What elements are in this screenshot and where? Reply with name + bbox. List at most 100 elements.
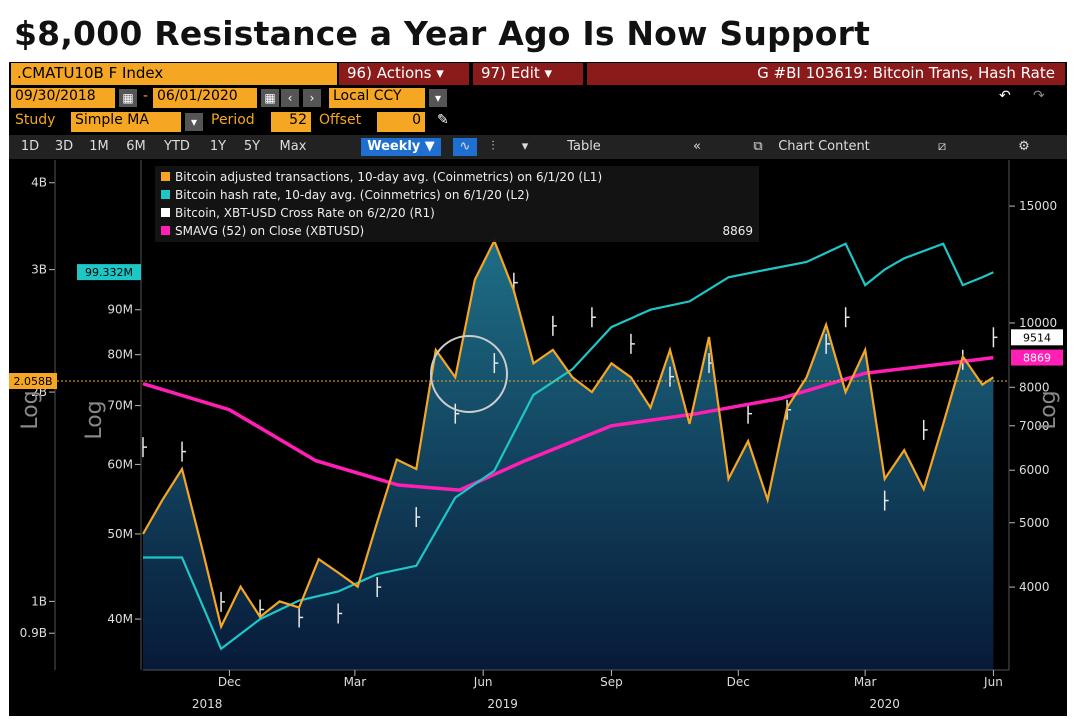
range-1m[interactable]: 1M	[89, 139, 109, 154]
date-dash: -	[143, 88, 149, 104]
offset-field[interactable]: 0	[377, 112, 425, 132]
toolbar-row-1: .CMATU10B F Index 96) Actions ▾ 97) Edit…	[9, 62, 1067, 86]
axes: 4B3B2B1B0.9B90M80M70M60M50M40M1500010000…	[9, 160, 1063, 711]
offset-label: Offset	[319, 112, 362, 128]
frequency-select[interactable]: Weekly ▼	[361, 138, 441, 156]
x-axis-year-label: 2018	[192, 697, 223, 711]
price-value-tag: 9514	[1023, 331, 1051, 344]
actions-menu[interactable]: 96) Actions ▾	[339, 63, 469, 85]
chart-canvas: 4B3B2B1B0.9B90M80M70M60M50M40M1500010000…	[9, 160, 1063, 711]
study-select[interactable]: Simple MA	[71, 112, 181, 132]
left-axis-tick-label: 1B	[31, 594, 47, 608]
range-5y[interactable]: 5Y	[243, 139, 261, 154]
hash-rate-value-tag-box	[77, 264, 141, 281]
mid-axis-tick-label: 40M	[107, 612, 133, 626]
calendar-icon[interactable]: ▦	[119, 89, 137, 107]
table-button[interactable]: Table	[567, 139, 601, 154]
right-axis-tick-label: 8000	[1019, 380, 1050, 394]
line-chart-icon[interactable]: ∿	[453, 138, 477, 156]
edit-chart-icon[interactable]: ⧄	[937, 139, 947, 154]
x-axis-tick-label: Jun	[983, 675, 1003, 689]
left-axis-tick-label: 3B	[31, 263, 47, 277]
legend-entry: Bitcoin hash rate, 10-day avg. (Coinmetr…	[175, 188, 529, 202]
range-max[interactable]: Max	[279, 139, 307, 154]
legend-entry: Bitcoin, XBT-USD Cross Rate on 6/2/20 (R…	[175, 206, 435, 220]
left-axis-title: Log	[18, 390, 43, 429]
hash-rate-line	[143, 242, 994, 651]
mid-axis-tick-label: 80M	[107, 348, 133, 362]
price-value-tag-box	[1011, 329, 1063, 346]
highlight-circle	[430, 335, 508, 413]
undo-icon[interactable]: ↶	[999, 88, 1011, 104]
collapse-icon[interactable]: «	[693, 139, 701, 154]
range-3d[interactable]: 3D	[54, 139, 74, 154]
range-ytd[interactable]: YTD	[164, 139, 190, 154]
x-axis-year-label: 2019	[487, 697, 518, 711]
date-from-field[interactable]: 09/30/2018	[11, 88, 115, 108]
right-axis-tick-label: 10000	[1019, 316, 1057, 330]
chevron-down-icon[interactable]: ▾	[521, 139, 529, 154]
study-label: Study	[15, 112, 56, 128]
legend-swatch	[161, 208, 170, 217]
x-axis-tick-label: Mar	[344, 675, 367, 689]
right-axis-title: Log	[1036, 390, 1061, 429]
sma-value-tag: 8869	[1023, 352, 1051, 365]
range-6m[interactable]: 6M	[126, 139, 146, 154]
chart-content-button[interactable]: Chart Content	[778, 139, 870, 154]
mid-axis-title: Log	[82, 400, 107, 439]
headline: $8,000 Resistance a Year Ago Is Now Supp…	[14, 14, 871, 53]
range-1d[interactable]: 1D	[20, 139, 40, 154]
bloomberg-terminal: .CMATU10B F Index 96) Actions ▾ 97) Edit…	[9, 62, 1067, 716]
range-1y[interactable]: 1Y	[209, 139, 227, 154]
right-axis-tick-label: 7000	[1019, 419, 1050, 433]
hash-rate-value-tag: 99.332M	[85, 266, 133, 279]
legend-box	[155, 166, 759, 242]
legend-entry: SMAVG (52) on Close (XBTUSD)	[175, 224, 364, 238]
chevron-down-icon[interactable]: ▾	[185, 113, 203, 131]
sma-value-tag-box	[1011, 349, 1063, 366]
right-axis-tick-label: 5000	[1019, 516, 1050, 530]
legend-swatch	[161, 172, 170, 181]
period-label: Period	[211, 112, 255, 128]
legend-swatch	[161, 190, 170, 199]
right-axis-tick-label: 15000	[1019, 199, 1057, 213]
graph-title: G #BI 103619: Bitcoin Trans, Hash Rate	[587, 63, 1065, 85]
legend-entry: Bitcoin adjusted transactions, 10-day av…	[175, 170, 602, 184]
period-field[interactable]: 52	[271, 112, 311, 132]
sma-line	[142, 355, 994, 492]
mid-axis-tick-label: 60M	[107, 457, 133, 471]
x-axis-tick-label: Mar	[854, 675, 877, 689]
bar-chart-icon[interactable]: ⫶	[491, 139, 495, 154]
redo-icon[interactable]: ↷	[1033, 88, 1045, 104]
toolbar-row-3: Study Simple MA ▾ Period 52 Offset 0 ✎	[9, 112, 1067, 134]
chart-content-icon[interactable]: ⧉	[753, 139, 763, 154]
legend-swatch	[161, 226, 170, 235]
x-axis-tick-label: Sep	[600, 675, 623, 689]
mid-axis-tick-label: 70M	[107, 399, 133, 413]
mid-axis-tick-label: 90M	[107, 303, 133, 317]
x-axis-tick-label: Jun	[473, 675, 493, 689]
gear-icon[interactable]: ⚙	[1018, 139, 1030, 154]
left-axis-tick-label: 0.9B	[20, 626, 47, 640]
edit-menu[interactable]: 97) Edit ▾	[473, 63, 583, 85]
adjusted-tx-value-tag: 2.058B	[13, 375, 52, 388]
currency-select[interactable]: Local CCY	[329, 88, 425, 108]
right-axis-tick-label: 6000	[1019, 463, 1050, 477]
x-axis-tick-label: Dec	[727, 675, 750, 689]
legend: Bitcoin adjusted transactions, 10-day av…	[155, 166, 759, 242]
adjusted-tx-line	[142, 238, 995, 630]
toolbar-row-2: 09/30/2018 ▦ - 06/01/2020 ▦ ‹ › Local CC…	[9, 88, 1067, 110]
x-axis-year-label: 2020	[869, 697, 900, 711]
x-axis-tick-label: Dec	[218, 675, 241, 689]
prev-arrow-icon[interactable]: ‹	[281, 89, 299, 107]
ticker-field[interactable]: .CMATU10B F Index	[11, 63, 337, 85]
left-axis-tick-label: 4B	[31, 176, 47, 190]
pencil-icon[interactable]: ✎	[437, 112, 449, 128]
date-to-field[interactable]: 06/01/2020	[153, 88, 257, 108]
adjusted-tx-area	[143, 240, 994, 671]
next-arrow-icon[interactable]: ›	[303, 89, 321, 107]
calendar-icon[interactable]: ▦	[261, 89, 279, 107]
mid-axis-tick-label: 50M	[107, 527, 133, 541]
chevron-down-icon[interactable]: ▾	[429, 89, 447, 107]
right-axis-tick-label: 4000	[1019, 580, 1050, 594]
